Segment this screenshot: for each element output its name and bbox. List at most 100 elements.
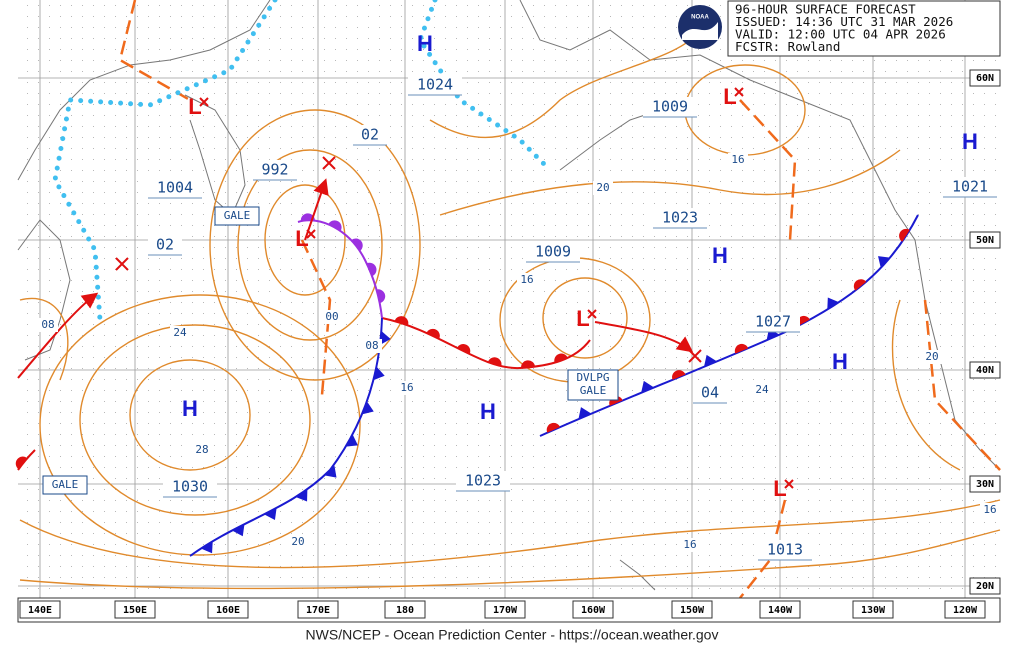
lon-label-box [572,600,614,619]
lat-label-box [969,69,1001,87]
contour-label: 00 [325,310,338,323]
warm-front-symbol [487,357,502,367]
pressure-label-box [526,242,580,262]
storm-tracks [17,156,702,379]
isobar [129,359,251,471]
pressure-label-box [653,208,707,228]
pressure-label-box [643,97,697,117]
contour-label: 20 [596,181,609,194]
troughs [118,0,1001,599]
pressure-label: 1013 [767,541,803,559]
isobar [79,324,311,516]
front [17,449,36,471]
map-background [18,0,1000,598]
cold-front-symbol [380,330,391,345]
contour-label-box [517,273,537,287]
contour-label: 16 [731,153,744,166]
contour-label-box [288,535,308,549]
header-line: VALID: 12:00 UTC 04 APR 2026 [735,27,946,42]
lat-label: 30N [976,479,994,490]
cold-front-symbol [324,465,337,478]
high-center: H [712,243,728,268]
lon-label: 130W [861,605,886,616]
contour-label: 16 [400,381,413,394]
low-position [587,309,597,319]
lon-label: 140W [768,605,793,616]
warm-front-symbol [554,353,568,363]
track-arrow [17,292,99,379]
pressure-label-box [758,540,812,560]
gale-label: GALE [580,384,607,397]
low-center: L [723,84,736,109]
contour-label: 28 [195,443,208,456]
header-line: 96-HOUR SURFACE FORECAST [735,2,916,17]
gale-label: GALE [224,209,251,222]
lat-label-box [969,577,1001,595]
contour-label-box [170,326,190,340]
pressure-label: 04 [701,384,719,402]
lat-label: 60N [976,73,994,84]
labels: 140E 150E 160E 170E 180 170W 160W 150W 140W 130W 1… [17,2,1001,643]
warm-front-symbol [366,262,377,277]
fronts [15,213,919,557]
low-position [306,229,316,239]
warm-front-symbol [796,316,810,327]
track-arrow [594,321,694,353]
contour-label-box [752,383,772,397]
contour-label-box [728,153,748,167]
logo-bird [682,22,718,40]
gale-box [42,475,88,495]
header-line: FCSTR: Rowland [735,39,840,54]
pressure-label: 1009 [652,98,688,116]
contour-label-box [322,310,342,324]
isobar [264,184,346,296]
low-center: L [576,306,589,331]
low-position [734,87,744,97]
ice-line [52,0,278,323]
pressure-label: 02 [156,236,174,254]
pressure-label: 1030 [172,478,208,496]
warm-front-symbol [521,360,536,369]
gale-box [567,369,619,401]
cold-front-symbol [231,524,245,537]
cold-front-symbol [827,297,840,310]
pressure-label: 1023 [465,472,501,490]
isobar [209,109,421,381]
lon-label: 150E [123,605,147,616]
lon-label-box [759,600,801,619]
gale-label: DVLPG [576,371,609,384]
cold-front-symbol [361,401,374,415]
low-center: L [773,476,786,501]
contour-label: 16 [983,503,996,516]
warm-front-symbol [328,220,342,231]
contour-label: 24 [173,326,187,339]
pressure-label: 1004 [157,179,193,197]
footer: NWS/NCEP - Ocean Prediction Center - htt… [306,627,719,643]
gale-label: GALE [52,478,79,491]
isobar [542,277,628,359]
isobar [429,29,701,139]
contour-label: 16 [520,273,533,286]
high-center: H [182,396,198,421]
lon-label-box [852,600,894,619]
contour-label: 16 [683,538,696,551]
lon-label-box [944,600,986,619]
forecast-position [115,156,702,363]
pressure-label: 992 [261,161,288,179]
contour-label-box [362,339,382,353]
warm-front-symbol [734,343,749,354]
contour-label-box [397,381,417,395]
lon-label: 180 [396,605,414,616]
isobar [39,294,361,556]
warm-front-symbol [394,316,409,326]
lon-label-box [207,600,249,619]
lon-label: 150W [680,605,705,616]
lat-label: 50N [976,235,994,246]
cold-front-symbol [641,380,655,393]
lon-label: 170E [306,605,330,616]
contour-label-box [192,443,212,457]
lat-label: 20N [976,581,994,592]
isobars [19,29,1001,590]
lat-label-box [969,231,1001,249]
